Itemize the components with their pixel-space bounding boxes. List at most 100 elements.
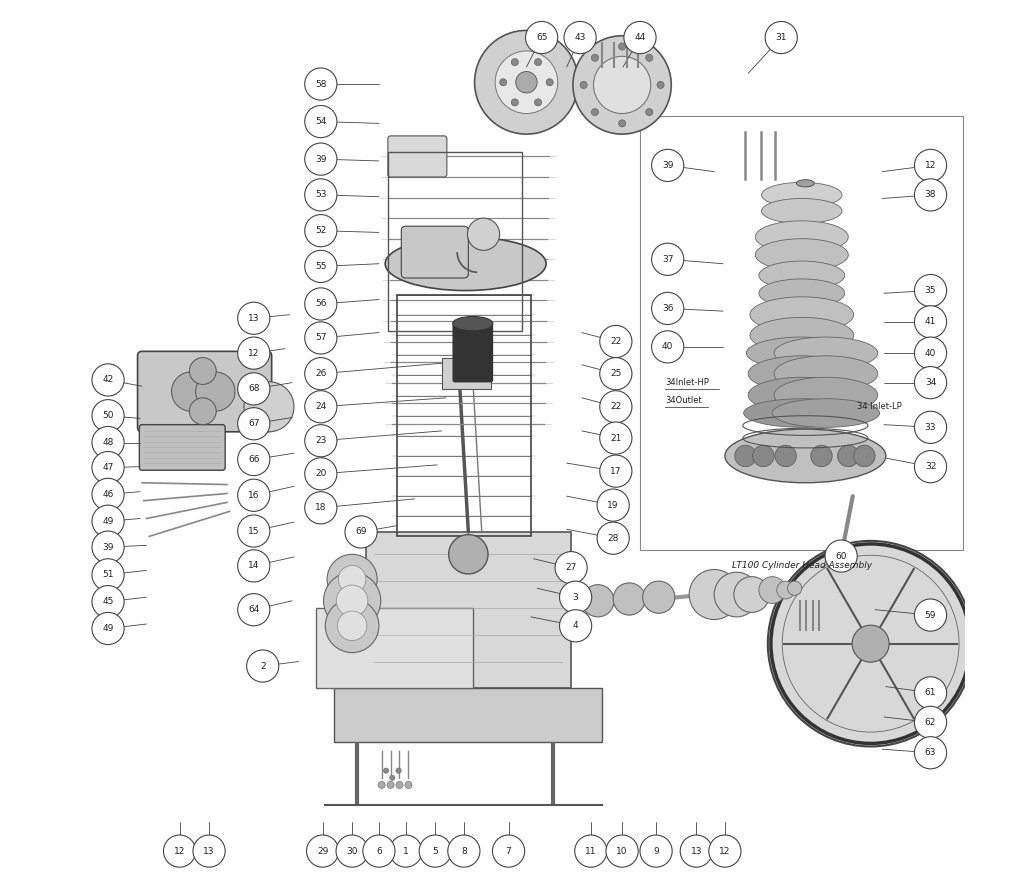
Text: 22: 22 (611, 337, 621, 346)
Circle shape (304, 143, 337, 175)
Ellipse shape (756, 239, 849, 271)
Circle shape (500, 79, 507, 86)
Circle shape (775, 445, 796, 467)
Ellipse shape (756, 221, 849, 253)
Circle shape (580, 81, 587, 89)
Circle shape (389, 775, 395, 780)
Text: 30: 30 (347, 847, 358, 856)
Text: 21: 21 (611, 434, 622, 443)
Circle shape (189, 398, 216, 425)
Circle shape (324, 572, 381, 629)
Circle shape (599, 325, 632, 358)
Circle shape (325, 599, 379, 653)
Text: 34: 34 (925, 378, 937, 387)
Circle shape (714, 572, 759, 617)
Text: 52: 52 (315, 226, 326, 235)
Ellipse shape (772, 399, 880, 427)
Ellipse shape (774, 377, 878, 413)
Text: 6: 6 (376, 847, 382, 856)
Circle shape (92, 364, 124, 396)
Circle shape (304, 179, 337, 211)
Circle shape (534, 99, 541, 106)
FancyBboxPatch shape (402, 226, 468, 278)
Text: 61: 61 (925, 688, 937, 697)
Circle shape (582, 585, 614, 617)
Circle shape (591, 108, 598, 115)
Circle shape (92, 586, 124, 618)
Text: 19: 19 (608, 501, 619, 510)
Circle shape (680, 835, 712, 867)
Circle shape (419, 835, 451, 867)
Text: 46: 46 (102, 490, 114, 499)
Circle shape (560, 610, 592, 642)
Text: 34 Inlet-LP: 34 Inlet-LP (857, 402, 901, 411)
Text: 28: 28 (608, 534, 619, 543)
Circle shape (475, 30, 579, 134)
Text: 8: 8 (461, 847, 467, 856)
Text: 18: 18 (315, 503, 327, 512)
Circle shape (593, 56, 651, 114)
Circle shape (306, 835, 338, 867)
Ellipse shape (750, 297, 854, 333)
Circle shape (573, 36, 672, 134)
Circle shape (546, 79, 554, 86)
Circle shape (607, 835, 639, 867)
Circle shape (915, 337, 947, 369)
Text: 32: 32 (925, 462, 937, 471)
Circle shape (652, 292, 684, 325)
Text: 47: 47 (102, 463, 114, 472)
FancyBboxPatch shape (334, 688, 602, 742)
Circle shape (304, 322, 337, 354)
FancyBboxPatch shape (442, 358, 491, 389)
Text: 42: 42 (102, 375, 114, 384)
Circle shape (304, 492, 337, 524)
Text: 35: 35 (925, 286, 937, 295)
Circle shape (448, 535, 487, 574)
Text: 65: 65 (536, 33, 548, 42)
Circle shape (92, 531, 124, 563)
Circle shape (640, 835, 672, 867)
Ellipse shape (724, 429, 886, 483)
Circle shape (752, 445, 774, 467)
Text: 13: 13 (203, 847, 215, 856)
Circle shape (915, 599, 947, 631)
Circle shape (193, 835, 226, 867)
Circle shape (92, 612, 124, 645)
Text: 39: 39 (315, 155, 327, 164)
Text: 49: 49 (102, 517, 114, 526)
Text: 51: 51 (102, 570, 114, 579)
Text: 24: 24 (316, 402, 326, 411)
Circle shape (854, 445, 876, 467)
Circle shape (304, 458, 337, 490)
FancyBboxPatch shape (317, 608, 473, 688)
Circle shape (915, 677, 947, 709)
Ellipse shape (748, 356, 856, 392)
Circle shape (396, 781, 403, 789)
Circle shape (304, 105, 337, 138)
Circle shape (599, 455, 632, 487)
Circle shape (238, 515, 270, 547)
Text: 64: 64 (248, 605, 260, 614)
Ellipse shape (762, 182, 842, 207)
Text: 5: 5 (433, 847, 438, 856)
Circle shape (652, 243, 684, 275)
Text: LT100 Cylinder Head Assembly: LT100 Cylinder Head Assembly (732, 561, 871, 570)
Circle shape (238, 594, 270, 626)
Text: 66: 66 (248, 455, 260, 464)
Circle shape (534, 58, 541, 65)
Text: 26: 26 (315, 369, 326, 378)
Circle shape (238, 408, 270, 440)
Circle shape (852, 625, 889, 662)
Circle shape (657, 81, 664, 89)
Circle shape (336, 835, 368, 867)
Text: 45: 45 (102, 597, 114, 606)
Text: 41: 41 (925, 317, 937, 326)
Circle shape (405, 781, 412, 789)
Circle shape (238, 373, 270, 405)
Text: 12: 12 (719, 847, 731, 856)
Circle shape (164, 835, 196, 867)
Circle shape (776, 581, 795, 599)
Text: 12: 12 (925, 161, 937, 170)
Circle shape (327, 554, 377, 604)
Ellipse shape (759, 279, 845, 308)
